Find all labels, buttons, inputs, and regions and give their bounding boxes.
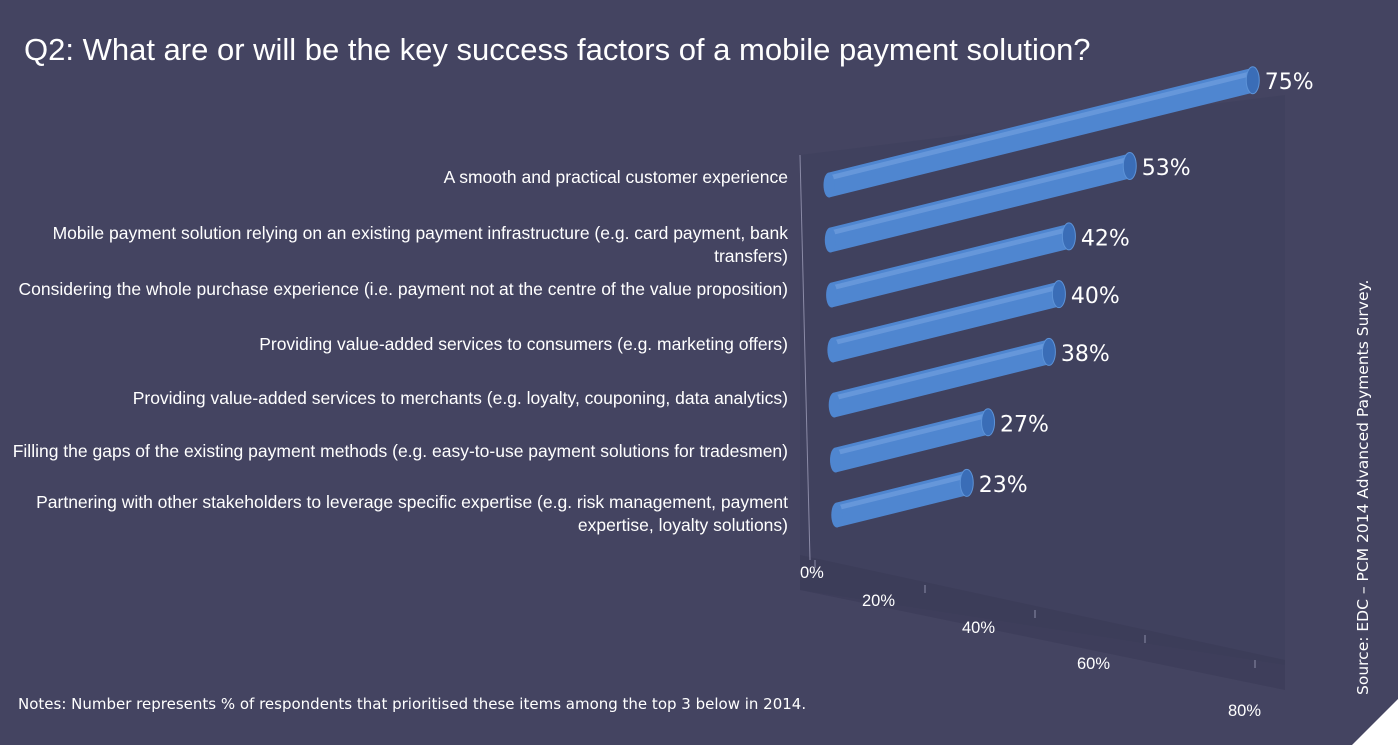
x-tick-label: 80% xyxy=(1228,702,1261,720)
bar-value-label: 27% xyxy=(1000,412,1049,437)
notes-text: Notes: Number represents % of respondent… xyxy=(18,695,807,713)
bar-highlight xyxy=(834,342,1049,401)
x-tick-label: 60% xyxy=(1077,655,1110,673)
bar-highlight xyxy=(829,70,1253,181)
bar-end-cap xyxy=(981,408,996,437)
bar-highlight xyxy=(832,284,1059,346)
page-corner-fold xyxy=(1352,699,1398,745)
bar-start-cap xyxy=(830,447,841,473)
category-label: Filling the gaps of the existing payment… xyxy=(12,441,788,461)
bar-value-label: 75% xyxy=(1265,70,1314,95)
category-label: Partnering with other stakeholders to le… xyxy=(36,492,788,535)
bar-end-cap xyxy=(1122,151,1137,180)
bar-end-cap xyxy=(1051,280,1066,309)
category-label: Mobile payment solution relying on an ex… xyxy=(52,223,788,266)
category-label: A smooth and practical customer experien… xyxy=(443,167,788,187)
source-text: Source: EDC – PCM 2014 Advanced Payments… xyxy=(1354,279,1372,695)
bar-highlight xyxy=(835,412,989,456)
bar-value-label: 53% xyxy=(1142,156,1191,181)
bar-highlight xyxy=(836,473,967,511)
x-tick-label: 40% xyxy=(962,619,995,637)
chart-back-wall xyxy=(800,95,1285,665)
bar-end-cap xyxy=(1061,222,1076,251)
bar-start-cap xyxy=(823,172,835,198)
chart-floor xyxy=(800,555,1285,690)
bar-value-label: 23% xyxy=(979,473,1028,498)
bar-end-cap xyxy=(1245,66,1260,95)
bar-start-cap xyxy=(831,502,843,528)
category-label: Considering the whole purchase experienc… xyxy=(18,279,789,299)
bar-highlight xyxy=(831,226,1069,291)
category-label: Providing value-added services to consum… xyxy=(259,334,788,354)
bar-value-label: 38% xyxy=(1061,342,1110,367)
x-tick-label: 0% xyxy=(800,564,824,582)
y-axis-line xyxy=(799,154,811,561)
x-tick-label: 20% xyxy=(862,592,895,610)
bar-value-label: 40% xyxy=(1071,284,1120,309)
bar-start-cap xyxy=(824,227,836,253)
bar-value-label: 42% xyxy=(1081,226,1130,251)
chart-title: Q2: What are or will be the key success … xyxy=(24,32,1091,67)
bar-start-cap xyxy=(827,337,839,363)
bar-end-cap xyxy=(1041,337,1056,366)
bar-start-cap xyxy=(826,282,838,308)
category-label: Providing value-added services to mercha… xyxy=(132,388,788,408)
bar-start-cap xyxy=(828,392,840,418)
bar-highlight xyxy=(830,156,1130,236)
bar-end-cap xyxy=(959,468,974,497)
